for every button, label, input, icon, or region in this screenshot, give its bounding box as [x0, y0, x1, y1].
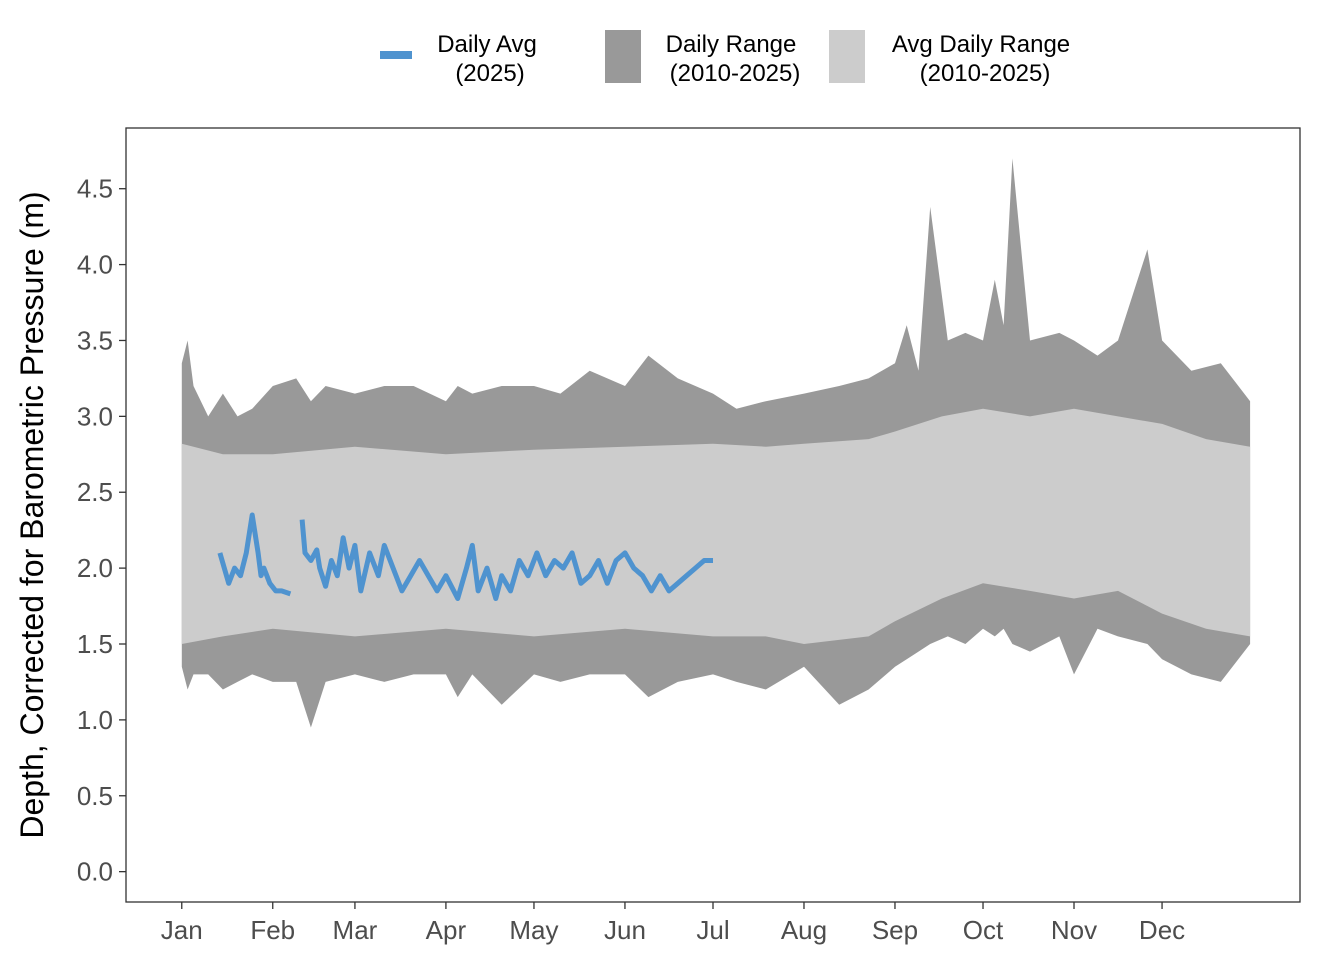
y-axis: 0.0 0.5 1.0 1.5 2.0 2.5 3.0 3.5 4.0 4.5 — [77, 174, 126, 887]
x-tick-label: Mar — [333, 915, 378, 945]
x-tick-label: Sep — [872, 915, 918, 945]
x-axis: Jan Feb Mar Apr May Jun Jul Aug Sep Oct Nov Dec — [161, 902, 1185, 945]
y-tick-label: 2.5 — [77, 477, 113, 507]
y-tick-label: 0.5 — [77, 781, 113, 811]
x-tick-label: Jan — [161, 915, 203, 945]
x-tick-label: Oct — [963, 915, 1004, 945]
y-axis-title: Depth, Corrected for Barometric Pressure… — [14, 191, 50, 838]
legend-key-daily-range — [605, 30, 641, 83]
x-tick-label: Nov — [1051, 915, 1097, 945]
legend-daily-range-line1: Daily Range — [666, 31, 797, 58]
x-tick-label: Feb — [250, 915, 295, 945]
x-tick-label: Apr — [426, 915, 467, 945]
y-tick-label: 0.0 — [77, 857, 113, 887]
y-tick-label: 2.0 — [77, 553, 113, 583]
daily-avg-line-segment-1 — [217, 512, 292, 597]
daily-avg-line-segment-2 — [299, 519, 713, 601]
legend: Daily Avg (2025) Daily Range (2010-2025)… — [380, 30, 1070, 87]
x-tick-label: Jul — [696, 915, 729, 945]
plot-area — [181, 158, 1251, 728]
y-tick-label: 3.5 — [77, 325, 113, 355]
y-tick-label: 1.5 — [77, 629, 113, 659]
legend-key-avg-daily-range — [829, 30, 865, 83]
legend-avg-daily-range-line1: Avg Daily Range — [892, 31, 1070, 58]
x-tick-label: May — [509, 915, 558, 945]
y-tick-label: 4.0 — [77, 250, 113, 280]
x-tick-label: Dec — [1139, 915, 1185, 945]
x-tick-label: Aug — [781, 915, 827, 945]
legend-daily-avg-line2: (2025) — [455, 60, 524, 87]
legend-avg-daily-range-line2: (2010-2025) — [920, 60, 1051, 87]
y-tick-label: 1.0 — [77, 705, 113, 735]
x-tick-label: Jun — [604, 915, 646, 945]
legend-daily-range-line2: (2010-2025) — [670, 60, 801, 87]
legend-daily-avg-line1: Daily Avg — [437, 31, 537, 58]
y-tick-label: 3.0 — [77, 401, 113, 431]
y-tick-label: 4.5 — [77, 174, 113, 204]
legend-key-daily-avg — [380, 51, 412, 59]
